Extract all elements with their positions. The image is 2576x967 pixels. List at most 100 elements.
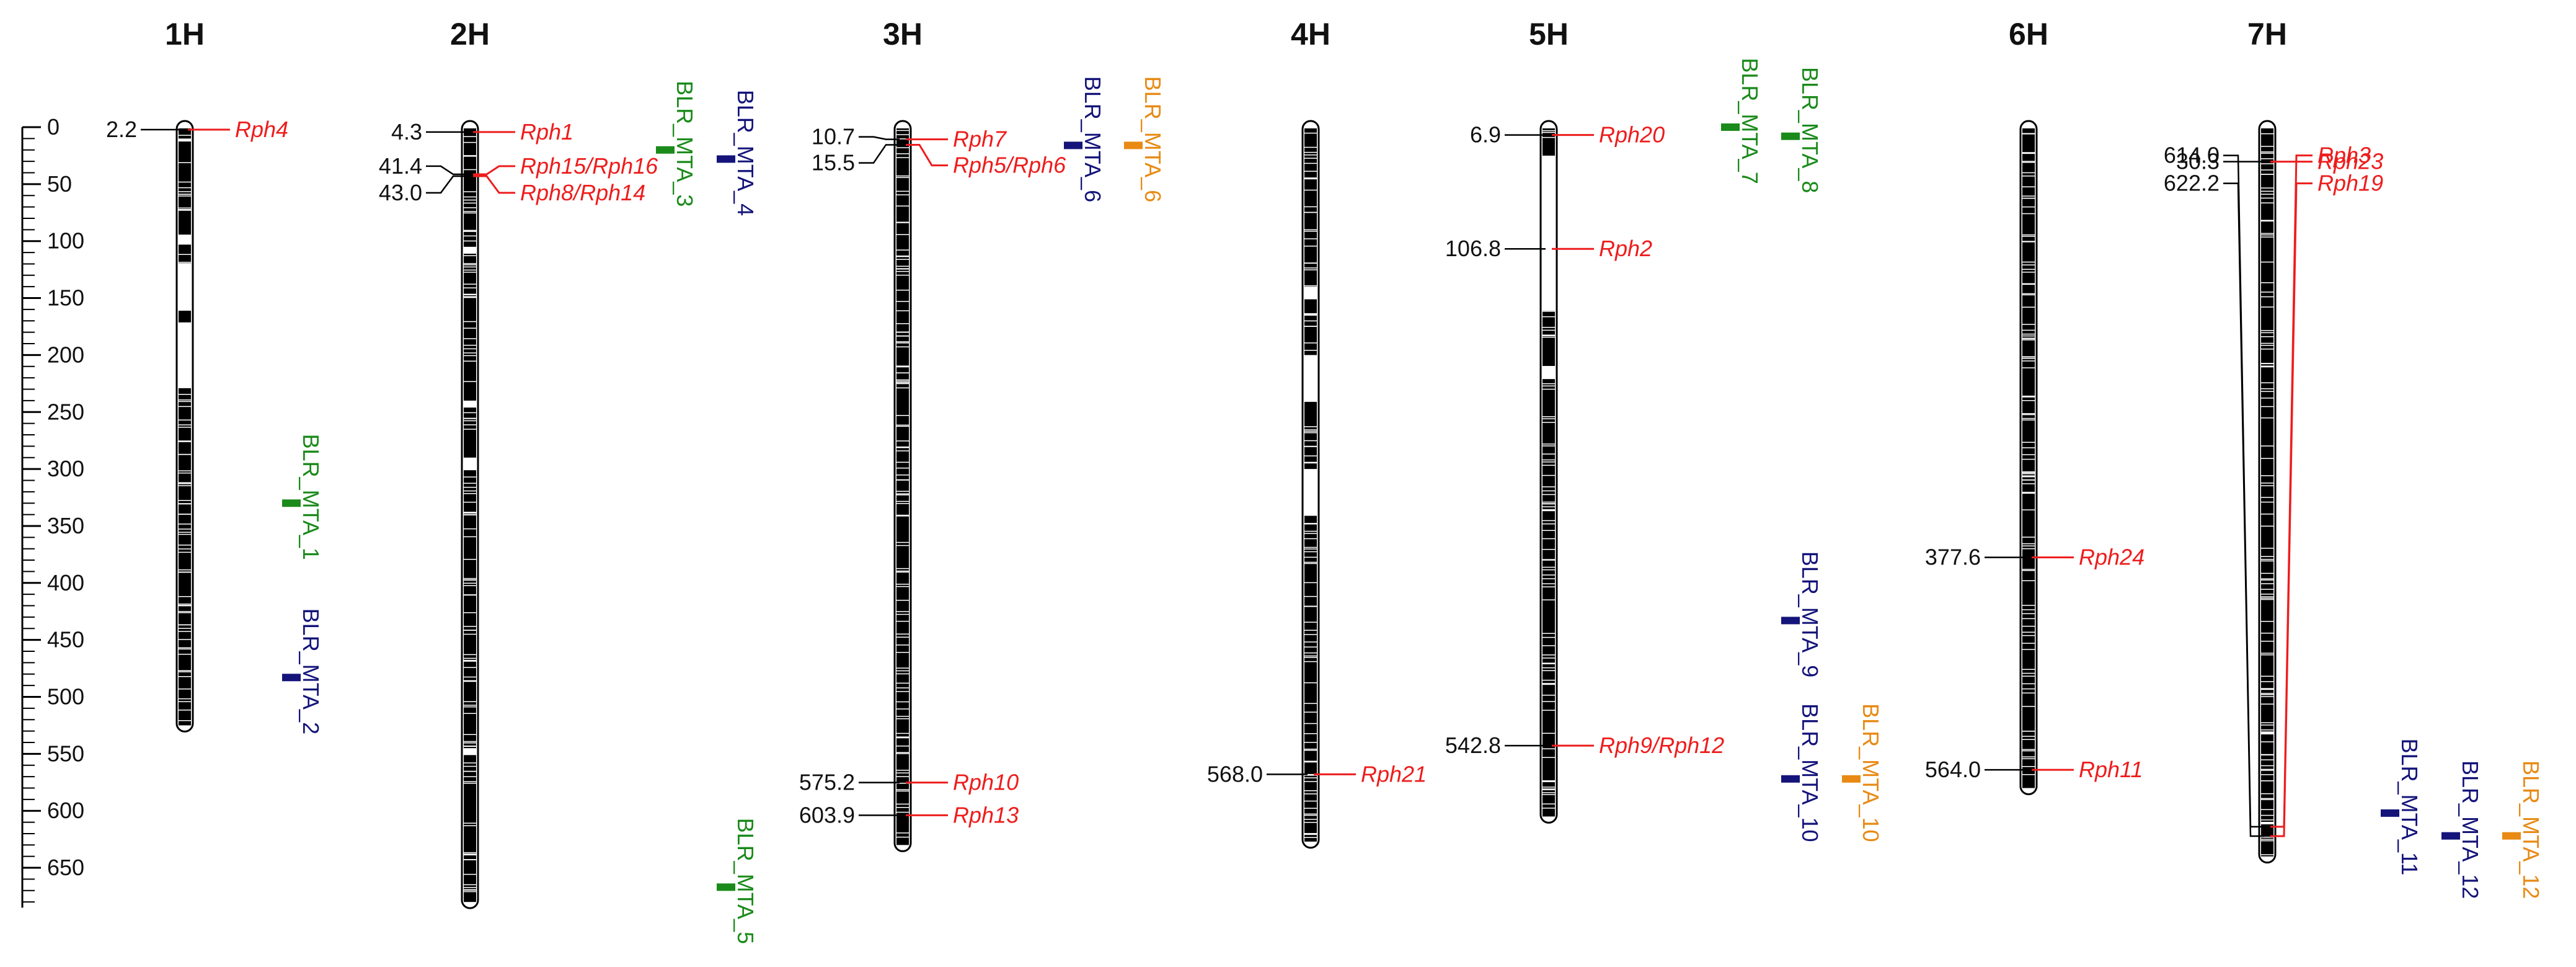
scale-tick-label: 400	[47, 570, 84, 595]
scale-tick-label: 100	[47, 228, 84, 254]
chromosome-title: 1H	[165, 17, 205, 51]
scale-tick-label: 0	[47, 114, 60, 140]
gene-leader	[473, 175, 515, 194]
gene-label: Rph24	[2079, 545, 2144, 570]
position-label: 564.0	[1925, 757, 1981, 782]
position-label: 6.9	[1470, 122, 1501, 148]
position-label: 30.3	[2176, 149, 2220, 174]
scale-tick-label: 150	[47, 285, 84, 311]
marker-band	[464, 470, 476, 595]
chromosome-1h: 1H Rph4 2.2 BLR_MTA_1 BLR_MTA_2	[106, 17, 324, 734]
marker-band	[1304, 515, 1317, 606]
mta-marker	[717, 883, 735, 891]
mta-label: BLR_MTA_9	[1797, 551, 1823, 677]
marker-band	[464, 254, 476, 401]
position-label: 542.8	[1445, 733, 1501, 758]
gene-label: Rph10	[953, 770, 1019, 795]
gene-label: Rph23	[2317, 149, 2383, 174]
gene-label: Rph5/Rph6	[953, 153, 1066, 178]
mta-label: BLR_MTA_2	[298, 608, 324, 734]
position-label: 15.5	[812, 150, 855, 176]
chromosome-title: 6H	[2009, 17, 2048, 51]
marker-band	[1543, 310, 1555, 367]
marker-band	[179, 504, 191, 572]
marker-band	[464, 408, 476, 458]
mta-marker	[1842, 775, 1861, 783]
scale-tick-label: 650	[47, 855, 84, 880]
gene-label: Rph13	[953, 802, 1019, 827]
position-label: 106.8	[1445, 236, 1501, 261]
marker-band	[179, 140, 191, 210]
position-label: 568.0	[1207, 761, 1263, 787]
position-leader	[2223, 182, 2264, 837]
position-leader	[426, 165, 467, 176]
scale-tick-label: 50	[47, 171, 72, 197]
mta-marker	[656, 146, 675, 154]
position-label: 4.3	[391, 119, 422, 145]
gene-label: Rph4	[235, 117, 288, 142]
scale-tick-label: 450	[47, 627, 84, 653]
position-label: 43.0	[379, 180, 422, 205]
scale-tick-label: 200	[47, 342, 84, 367]
marker-band	[179, 388, 191, 441]
gene-leader	[2270, 182, 2313, 837]
marker-band	[464, 128, 476, 247]
position-leader	[426, 175, 467, 194]
position-label: 575.2	[799, 770, 855, 795]
gene-label: Rph21	[1361, 761, 1427, 787]
mta-label: BLR_MTA_12	[2518, 760, 2544, 899]
mta-marker	[1781, 775, 1800, 783]
mta-label: BLR_MTA_5	[733, 818, 758, 944]
gene-leader	[906, 143, 948, 167]
position-leader	[859, 136, 900, 140]
mta-marker	[282, 499, 301, 507]
position-label: 622.2	[2164, 171, 2220, 196]
mta-marker	[1124, 141, 1143, 149]
gene-label: Rph15/Rph16	[520, 153, 658, 179]
chromosome-4h: 4H Rph21 568.0	[1207, 17, 1427, 849]
marker-band	[2261, 128, 2273, 857]
mta-marker	[2381, 809, 2399, 817]
chromosome-2h: 2H Rph1 4.3 Rph15/Rph16 41.4 Rph8/Rph14 43.0 BL…	[379, 17, 758, 944]
mta-marker	[2441, 832, 2460, 840]
marker-band	[1304, 299, 1317, 355]
mta-marker	[1064, 141, 1082, 149]
marker-band	[179, 310, 191, 323]
gene-label: Rph7	[953, 127, 1007, 152]
mta-label: BLR_MTA_10	[1858, 703, 1883, 842]
chromosome-5h: 5H Rph20 6.9 Rph2 106.8 Rph9/Rph12 542.8 BLR_MT…	[1445, 17, 1883, 842]
chromosome-6h: 6H Rph24 377.6 Rph11 564.0	[1925, 17, 2144, 795]
chromosome-title: 3H	[883, 17, 923, 51]
mta-label: BLR_MTA_11	[2397, 738, 2422, 875]
mta-marker	[717, 155, 735, 163]
scale-tick-label: 500	[47, 684, 84, 710]
marker-band	[1304, 128, 1317, 287]
marker-band	[1543, 664, 1555, 817]
mta-marker	[1781, 617, 1800, 625]
scale-tick-label: 550	[47, 741, 84, 766]
chromosome-title: 2H	[450, 17, 490, 51]
gene-label: Rph1	[520, 119, 573, 145]
scale-tick-label: 250	[47, 399, 84, 424]
gene-label: Rph8/Rph14	[520, 180, 645, 205]
gene-label: Rph3	[2317, 143, 2371, 168]
marker-band	[1304, 607, 1317, 842]
mta-marker	[2502, 832, 2521, 840]
mta-label: BLR_MTA_3	[672, 81, 697, 207]
marker-band	[896, 128, 909, 845]
mta-label: BLR_MTA_6	[1080, 76, 1105, 202]
chromosome-7h: 7H Rph23 30.3 Rph3 614.0 Rph19 622.2 BLR_MTA_11…	[2164, 17, 2544, 899]
chromosome-title: 5H	[1529, 17, 1569, 51]
mta-label: BLR_MTA_8	[1797, 67, 1823, 193]
position-label: 41.4	[379, 153, 422, 179]
mta-marker	[1721, 123, 1740, 131]
mta-marker	[1781, 132, 1800, 140]
mta-label: BLR_MTA_12	[2458, 760, 2483, 899]
marker-band	[464, 755, 476, 902]
chromosome-title: 4H	[1291, 17, 1330, 51]
gene-label: Rph2	[1599, 236, 1652, 261]
marker-band	[1543, 379, 1555, 504]
mta-label: BLR_MTA_7	[1737, 58, 1763, 184]
